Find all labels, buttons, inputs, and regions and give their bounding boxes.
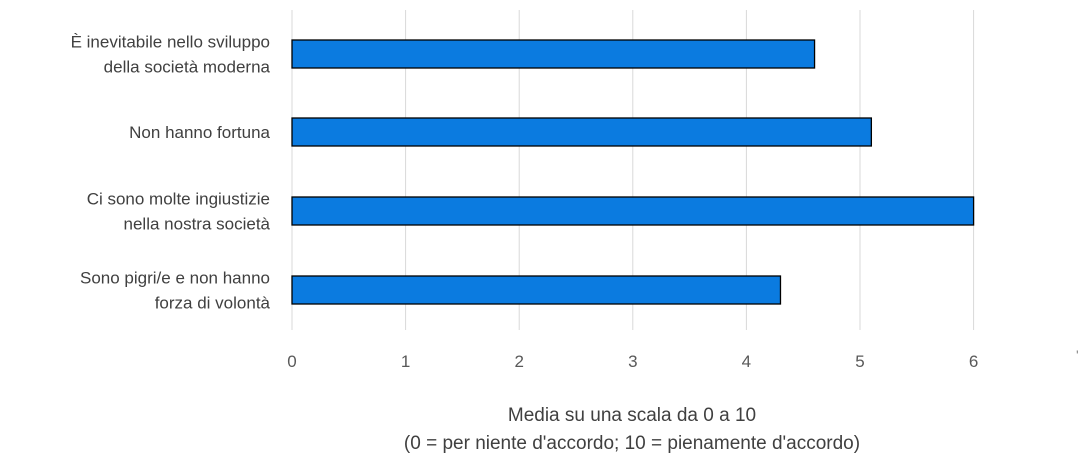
tick-label: 6 <box>969 352 978 371</box>
x-axis-label-line: (0 = per niente d'accordo; 10 = pienamen… <box>404 433 860 454</box>
category-label: nella nostra società <box>124 215 271 234</box>
category-labels: È inevitabile nello sviluppo della societ… <box>71 33 271 313</box>
bar <box>291 117 873 147</box>
category-label: forza di volontà <box>155 294 271 313</box>
tick-label: 5 <box>855 352 864 371</box>
bar <box>291 275 782 305</box>
tick-label: 3 <box>628 352 637 371</box>
bars <box>291 39 975 305</box>
category-label: Sono pigri/e e non hanno <box>80 269 270 288</box>
tick-label: 2 <box>514 352 523 371</box>
bar <box>291 196 975 226</box>
x-tick-labels: 0 1 2 3 4 5 6 <box>287 352 978 371</box>
tick-label: 1 <box>401 352 410 371</box>
category-label: Non hanno fortuna <box>129 123 270 142</box>
stray-tick-mark: ' <box>1076 347 1079 363</box>
category-label: della società moderna <box>104 58 271 77</box>
bar <box>291 39 816 69</box>
x-axis-label: Media su una scala da 0 a 10 (0 = per nie… <box>404 405 860 454</box>
x-axis-label-line: Media su una scala da 0 a 10 <box>508 405 756 426</box>
tick-label: 0 <box>287 352 296 371</box>
tick-label: 4 <box>742 352 751 371</box>
category-label: Ci sono molte ingiustizie <box>87 190 270 209</box>
category-label: È inevitabile nello sviluppo <box>71 33 270 52</box>
